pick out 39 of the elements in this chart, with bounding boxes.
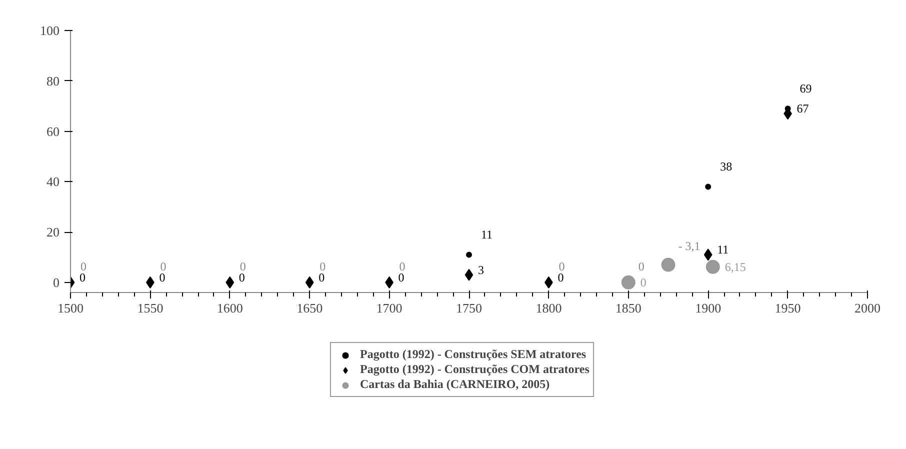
point bbox=[705, 184, 712, 190]
data-label: 69 bbox=[800, 82, 812, 96]
x-tick-label: 1500 bbox=[58, 300, 84, 316]
data-label: 3 bbox=[478, 262, 484, 277]
y-tick-label: 20 bbox=[46, 224, 60, 240]
point bbox=[226, 276, 234, 288]
x-tick-label: 1650 bbox=[296, 300, 323, 316]
data-label: 11 bbox=[481, 228, 493, 242]
data-label: 38 bbox=[720, 160, 732, 174]
x-tick-label: 1800 bbox=[536, 300, 562, 316]
y-tick-label: 80 bbox=[46, 73, 60, 88]
x-tick-label: 1700 bbox=[376, 300, 402, 316]
y-tick-label: 60 bbox=[46, 124, 60, 139]
x-tick-label: 1750 bbox=[456, 300, 482, 316]
point bbox=[466, 252, 472, 258]
point bbox=[305, 276, 314, 288]
x-tick-label: 1950 bbox=[774, 300, 801, 316]
y-tick-label: 0 bbox=[53, 274, 60, 290]
annotation: 0 bbox=[638, 259, 644, 274]
x-tick-label: 2000 bbox=[854, 300, 880, 316]
x-tick-label: 1900 bbox=[695, 300, 722, 316]
point bbox=[706, 260, 720, 274]
x-tick-label: 1600 bbox=[216, 300, 243, 316]
data-label: 0 bbox=[640, 275, 646, 290]
annotation: - 3,1 bbox=[678, 238, 700, 253]
x-tick-label: 1550 bbox=[137, 300, 164, 316]
x-tick-label: 1850 bbox=[615, 300, 642, 316]
y-tick-label: 40 bbox=[46, 174, 60, 190]
data-label: 11 bbox=[717, 242, 729, 257]
point bbox=[464, 268, 474, 281]
point bbox=[621, 275, 636, 290]
data-label: 6,15 bbox=[724, 260, 746, 274]
y-tick-label: 100 bbox=[40, 23, 60, 38]
point bbox=[661, 258, 676, 272]
legend-label: Pagotto (1992) - Construções SEM atratores bbox=[360, 347, 586, 362]
data-label: 67 bbox=[796, 102, 809, 116]
legend-label: Pagotto (1992) - Construções COM atratores bbox=[360, 362, 590, 377]
point bbox=[704, 248, 712, 261]
legend-label: Cartas da Bahia (CARNEIRO, 2005) bbox=[360, 377, 550, 392]
